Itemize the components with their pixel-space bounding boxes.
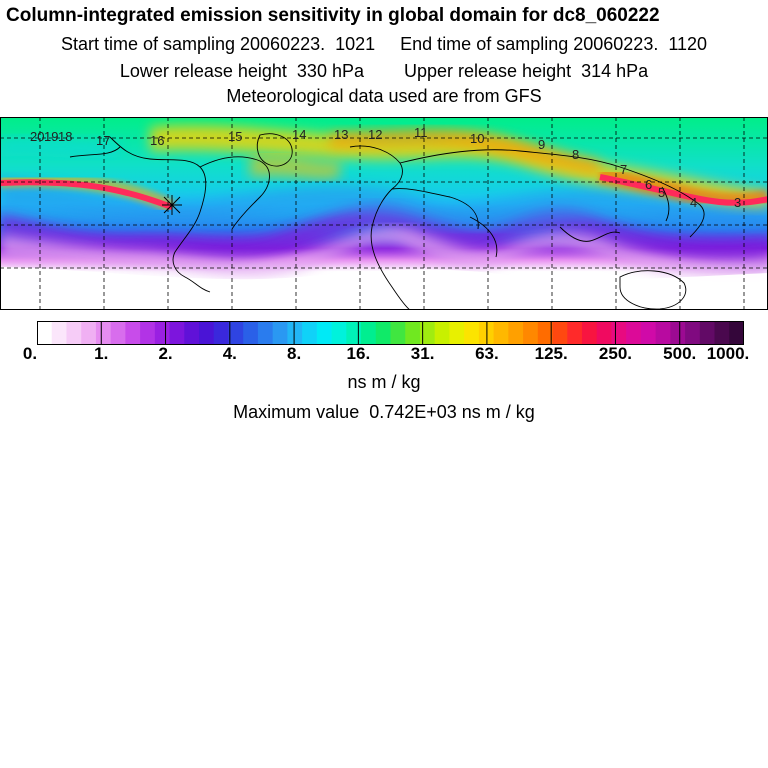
colorbar-swatch	[537, 321, 554, 345]
colorbar-tick-label: 1.	[94, 344, 109, 363]
colorbar-swatch	[434, 321, 451, 345]
meteorological-data-line: Meteorological data used are from GFS	[226, 86, 542, 106]
trajectory-label: 4	[690, 195, 697, 210]
trajectory-label: 17	[96, 133, 110, 148]
colorbar-swatch	[95, 321, 112, 345]
colorbar-tick-label: 31.	[410, 344, 435, 363]
sensitivity-field	[0, 117, 768, 310]
maximum-value-text: Maximum value 0.742E+03 ns m / kg	[233, 402, 535, 422]
colorbar-swatch	[302, 321, 318, 345]
colorbar-swatch	[81, 321, 97, 345]
colorbar-swatch	[154, 321, 171, 345]
colorbar-tick-label: 63.	[475, 344, 499, 363]
colorbar-swatch	[685, 321, 701, 345]
colorbar-swatch	[169, 321, 185, 345]
colorbar-swatch	[464, 321, 480, 345]
colorbar	[37, 321, 744, 345]
colorbar-swatch	[287, 321, 303, 345]
colorbar-swatch	[567, 321, 583, 345]
colorbar-swatch	[37, 321, 53, 345]
colorbar-swatch	[110, 321, 126, 345]
colorbar-swatch	[596, 321, 613, 345]
colorbar-swatch	[640, 321, 657, 345]
colorbar-frame	[37, 321, 744, 345]
trajectory-label: 5	[658, 185, 665, 200]
colorbar-swatch	[184, 321, 200, 345]
colorbar-units: ns m / kg	[347, 372, 421, 392]
release-height-line: Lower release height 330 hPa Upper relea…	[119, 61, 649, 81]
colorbar-swatch	[729, 321, 744, 345]
trajectory-label: 12	[368, 127, 382, 142]
colorbar-swatch	[66, 321, 82, 345]
colorbar-swatch	[257, 321, 274, 345]
colorbar-swatch	[449, 321, 465, 345]
colorbar-swatch	[375, 321, 392, 345]
plot-title: Column-integrated emission sensitivity i…	[6, 5, 660, 26]
colorbar-swatch	[552, 321, 568, 345]
grid-lines	[0, 117, 768, 310]
coastlines	[69, 133, 705, 310]
colorbar-swatch	[125, 321, 141, 345]
trajectory-label: 10	[470, 131, 484, 146]
trajectory-label: 19	[44, 129, 58, 144]
colorbar-swatch	[581, 321, 598, 345]
colorbar-swatch	[626, 321, 642, 345]
sampling-time-line: Start time of sampling 20060223. 1021 En…	[60, 34, 708, 54]
colorbar-tick-label: 1000.	[706, 344, 750, 363]
colorbar-swatch	[508, 321, 524, 345]
trajectory-label: 16	[150, 133, 164, 148]
colorbar-swatch	[405, 321, 421, 345]
colorbar-tick-label: 0.	[22, 344, 38, 363]
colorbar-swatch	[699, 321, 716, 345]
colorbar-tick-label: 250.	[598, 344, 632, 363]
colorbar-swatch	[419, 321, 436, 345]
emission-sensitivity-map: 20 19 18 17 16 15 14 13 12 11 10 9 8 7 65 4 3	[0, 117, 768, 310]
colorbar-tick-labels: 0. 1. 2. 4. 8. 16. 31. 63. 125. 250. 500. 1000.	[0, 344, 768, 366]
colorbar-swatch	[228, 321, 244, 345]
colorbar-tick-label: 500.	[663, 344, 697, 363]
colorbar-swatch	[346, 321, 362, 345]
colorbar-swatch	[714, 321, 730, 345]
colorbar-swatch	[51, 321, 68, 345]
colorbar-swatch	[140, 321, 156, 345]
trajectory-label: 7	[620, 162, 627, 177]
trajectory-label: 6	[645, 177, 652, 192]
colorbar-swatch	[523, 321, 539, 345]
colorbar-tick-label: 4.	[222, 344, 237, 363]
colorbar-swatch	[361, 321, 377, 345]
trajectory-label: 8	[572, 147, 579, 162]
trajectory-label: 13	[334, 127, 348, 142]
colorbar-swatch	[199, 321, 215, 345]
colorbar-swatch	[390, 321, 406, 345]
colorbar-swatch	[213, 321, 230, 345]
trajectory-label: 11	[414, 125, 428, 140]
colorbar-tick-label: 8.	[286, 344, 302, 363]
colorbar-tick-label: 16.	[346, 344, 371, 363]
colorbar-swatch	[655, 321, 671, 345]
colorbar-tick-label: 2.	[158, 344, 173, 363]
trajectory-label: 3	[734, 195, 741, 210]
colorbar-swatch	[316, 321, 333, 345]
trajectory-labels: 20 19 18 17 16 15 14 13 12 11 10 9 8 7 65 4 3	[30, 125, 741, 210]
trajectory-label: 14	[292, 127, 306, 142]
colorbar-swatch	[611, 321, 627, 345]
trajectory-label: 18	[58, 129, 72, 144]
colorbar-swatch	[272, 321, 288, 345]
colorbar-swatch	[331, 321, 347, 345]
trajectory-label: 20	[30, 129, 44, 144]
trajectory-label: 15	[228, 129, 242, 144]
colorbar-swatch	[670, 321, 686, 345]
colorbar-swatch	[493, 321, 509, 345]
trajectory-label: 9	[538, 137, 545, 152]
colorbar-swatch	[243, 321, 259, 345]
release-point-marker	[162, 195, 182, 215]
colorbar-tick-label: 125.	[534, 344, 568, 363]
